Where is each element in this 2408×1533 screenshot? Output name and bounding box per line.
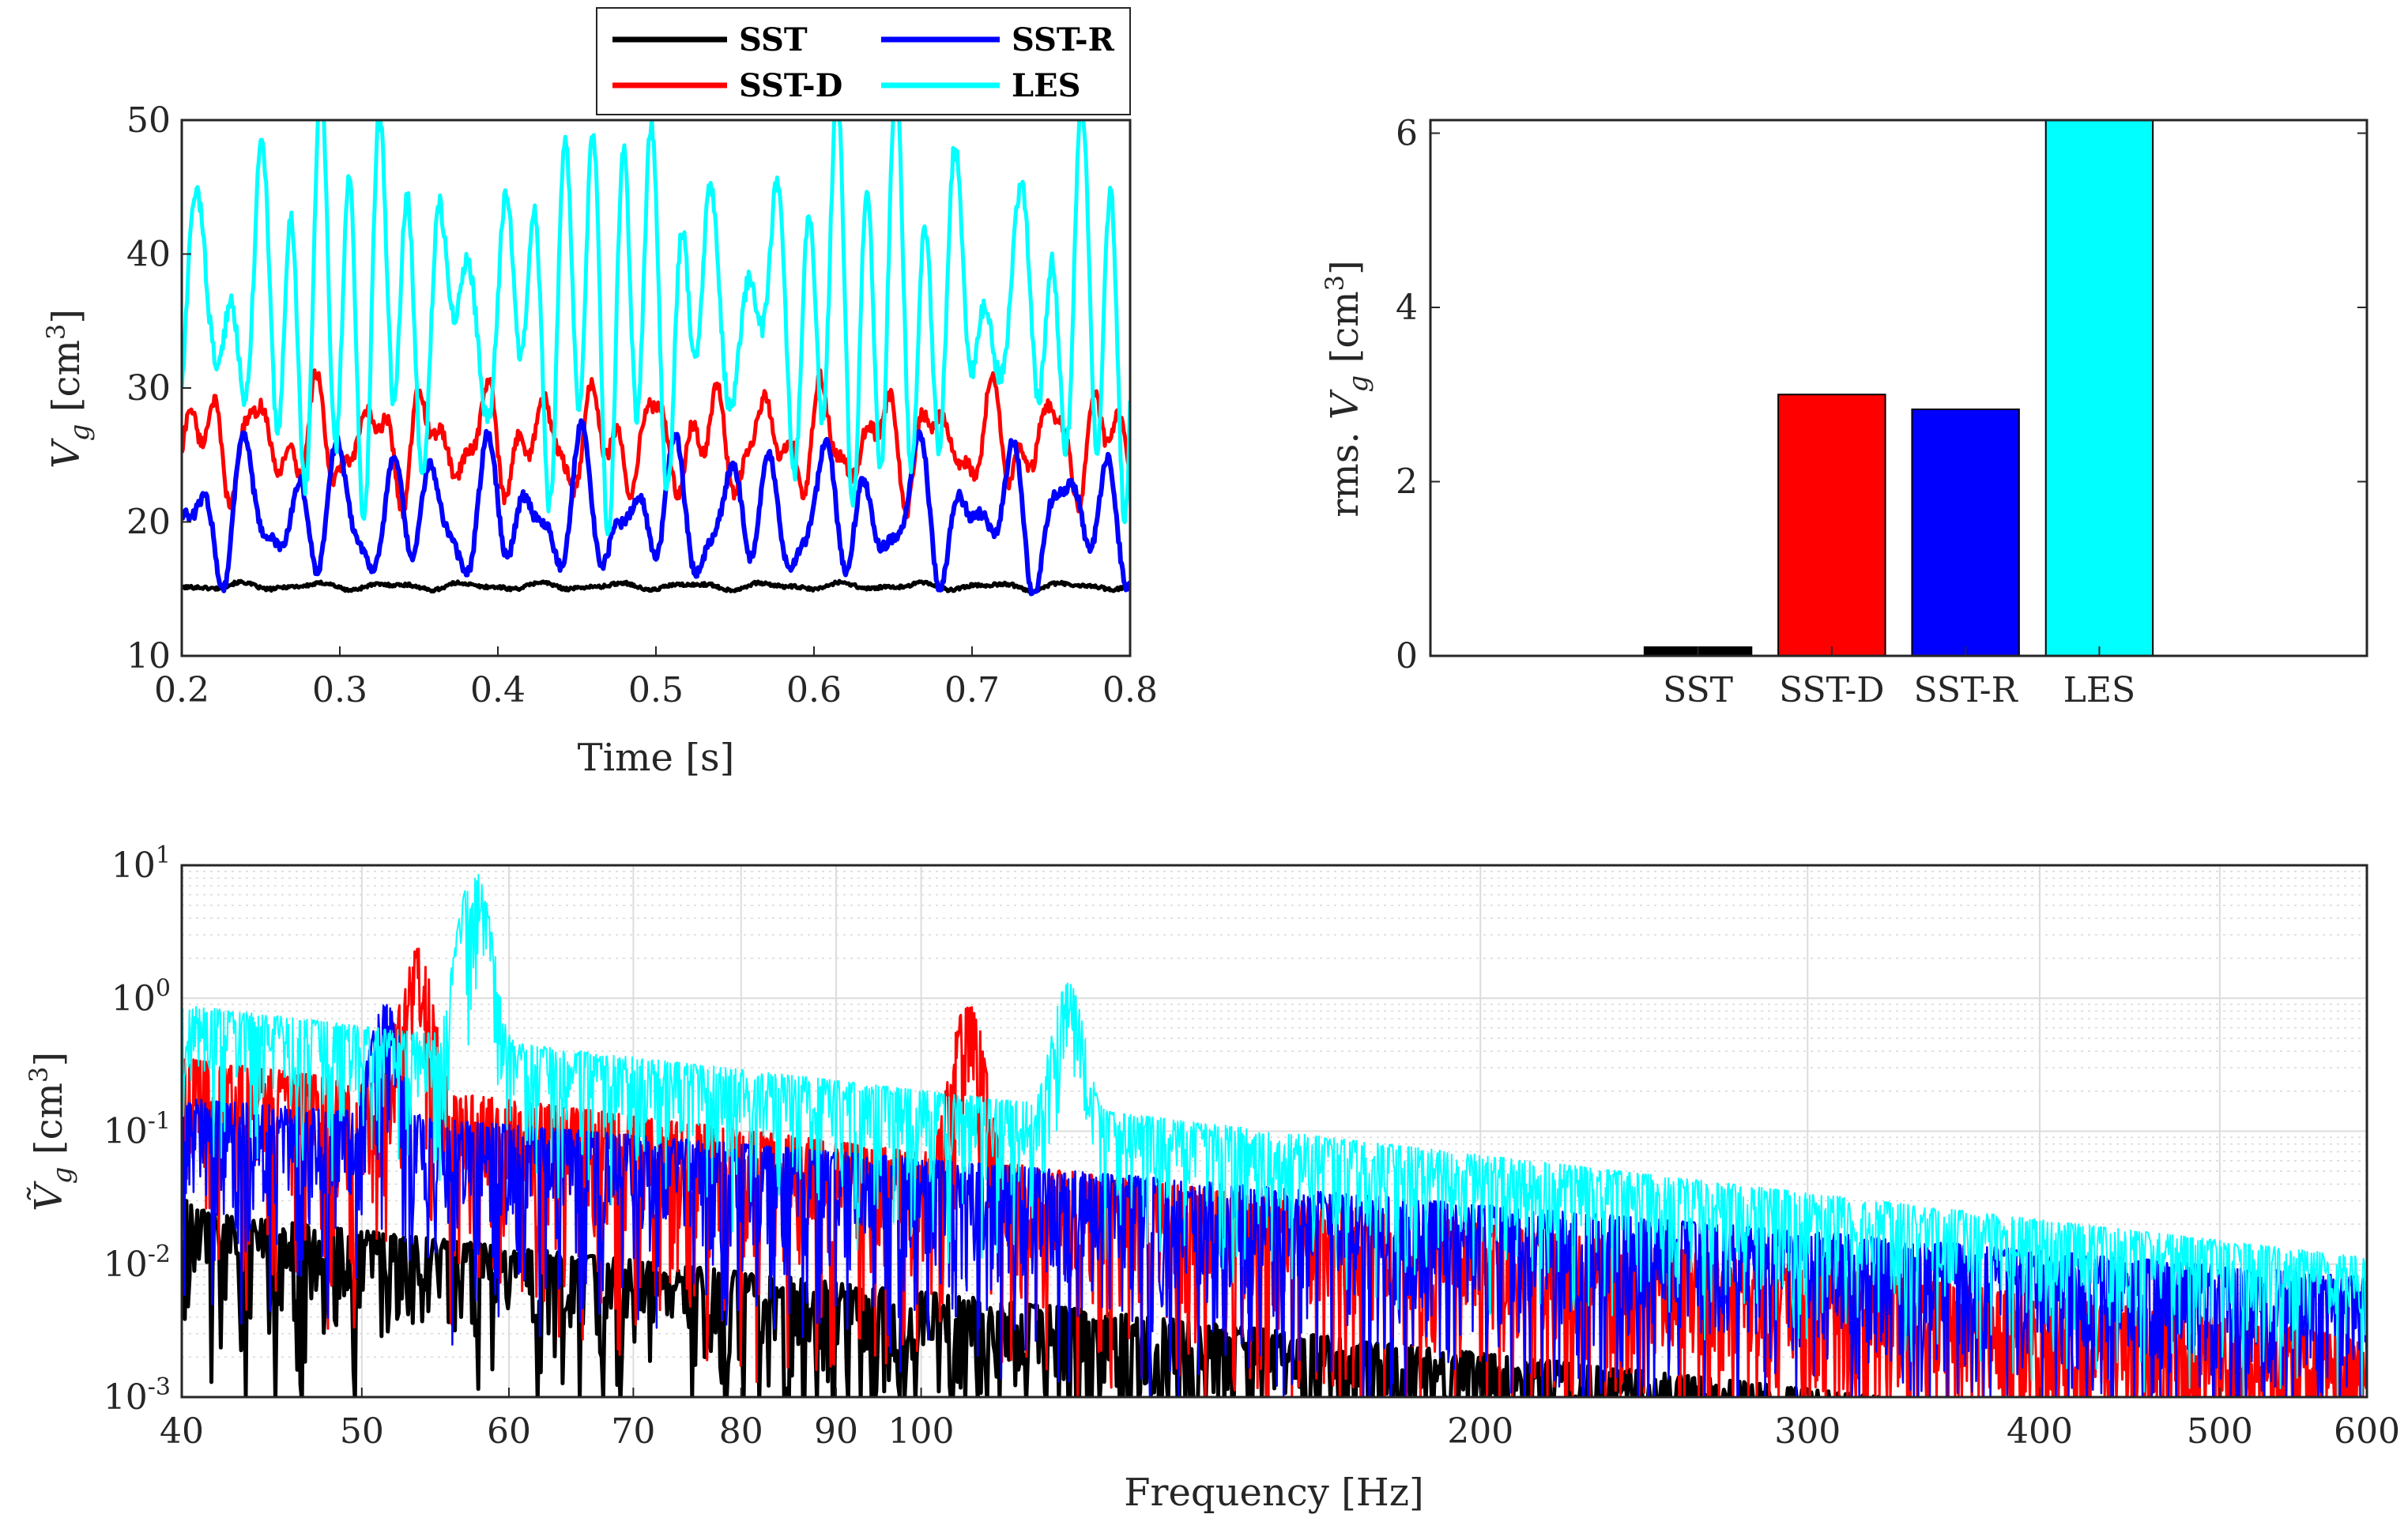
ts-xtick-label: 0.6 xyxy=(786,670,842,710)
ts-ytick-label: 40 xyxy=(126,235,171,275)
sp-ytick-label: 10-2 xyxy=(104,1241,171,1285)
sp-xtick-label: 70 xyxy=(611,1411,655,1452)
spectrum-axes xyxy=(180,864,2368,1399)
sp-ytick-label: 10-1 xyxy=(104,1108,171,1152)
ts-xtick-label: 0.4 xyxy=(470,670,526,710)
bar-sst-d xyxy=(1777,394,1886,657)
legend-label-sst: SST xyxy=(739,21,808,58)
sp-xtick-label: 500 xyxy=(2187,1411,2253,1452)
bar-les xyxy=(2044,119,2154,657)
sp-xtick-label: 300 xyxy=(1774,1411,1841,1452)
ts-series-sst-d xyxy=(182,368,1130,520)
rms-axes xyxy=(1429,119,2368,657)
rms-ylabel: rms. Vg [cm3] xyxy=(1320,260,1374,518)
bar-ytick-label: 2 xyxy=(1396,462,1418,503)
bar-ytick-label: 0 xyxy=(1396,636,1418,676)
sp-xtick-label: 100 xyxy=(888,1411,955,1452)
sp-xtick-label: 90 xyxy=(814,1411,858,1452)
bar-ytick-label: 6 xyxy=(1396,114,1418,154)
spectrum-chart: 10-3 10-2 10-1 100 101 40 50 60 70 80 90 100 200 300 4… xyxy=(24,842,2400,1515)
timeseries-xlabel: Time [s] xyxy=(578,736,735,780)
ts-series-sst-r xyxy=(182,418,1130,597)
sp-xtick-label: 60 xyxy=(487,1411,531,1452)
ts-ytick-label: 20 xyxy=(126,503,171,543)
legend-box xyxy=(596,7,1131,115)
sp-xtick-label: 200 xyxy=(1447,1411,1513,1452)
sp-xtick-label: 50 xyxy=(340,1411,384,1452)
bar-xtick-label-sst-r: SST-R xyxy=(1914,670,2019,710)
bar-sst-r xyxy=(1911,409,2020,657)
sp-ytick-label: 100 xyxy=(111,974,171,1019)
sp-ytick-label: 10-3 xyxy=(104,1373,171,1418)
bar-xtick-label-sst-d: SST-D xyxy=(1779,670,1884,710)
ts-series-les xyxy=(182,120,1130,537)
spectrum-xlabel: Frequency [Hz] xyxy=(1124,1471,1423,1515)
ts-xtick-label: 0.3 xyxy=(312,670,367,710)
sp-xtick-label: 80 xyxy=(719,1411,763,1452)
legend-label-sst-r: SST-R xyxy=(1012,21,1115,58)
ts-ytick-label: 10 xyxy=(126,636,171,676)
sp-xtick-label: 400 xyxy=(2007,1411,2073,1452)
sp-xtick-label: 40 xyxy=(160,1411,204,1452)
ts-ytick-label: 50 xyxy=(126,100,171,141)
legend-label-les: LES xyxy=(1012,67,1081,104)
ts-xtick-label: 0.7 xyxy=(944,670,1000,710)
sp-series-les xyxy=(182,873,2367,1397)
rms-bar-chart: SST SST-D SST-R LES 0 2 4 6 rms. Vg [cm3] xyxy=(1320,114,2368,710)
ts-series-sst xyxy=(182,578,1130,594)
legend: SST SST-D SST-R LES xyxy=(596,7,1131,115)
bar-ytick-label: 4 xyxy=(1396,288,1418,328)
timeseries-chart: 0.2 0.3 0.4 0.5 0.6 0.7 0.8 10 20 30 40 50 Time [s]… xyxy=(41,100,1158,780)
sp-xtick-label: 600 xyxy=(2334,1411,2400,1452)
ts-xtick-label: 0.2 xyxy=(154,670,209,710)
bar-xtick-label-les: LES xyxy=(2063,670,2135,710)
ts-xtick-label: 0.5 xyxy=(628,670,684,710)
ts-xtick-label: 0.8 xyxy=(1102,670,1158,710)
timeseries-ylabel: Vg [cm3] xyxy=(41,309,96,469)
ts-ytick-label: 30 xyxy=(126,368,171,409)
sp-ytick-label: 101 xyxy=(111,842,171,886)
sp-series-sst-r xyxy=(182,1004,2367,1397)
legend-label-sst-d: SST-D xyxy=(739,67,842,104)
spectrum-ylabel: Ṽg [cm3] xyxy=(24,1052,78,1211)
bar-xtick-label-sst: SST xyxy=(1663,670,1733,710)
